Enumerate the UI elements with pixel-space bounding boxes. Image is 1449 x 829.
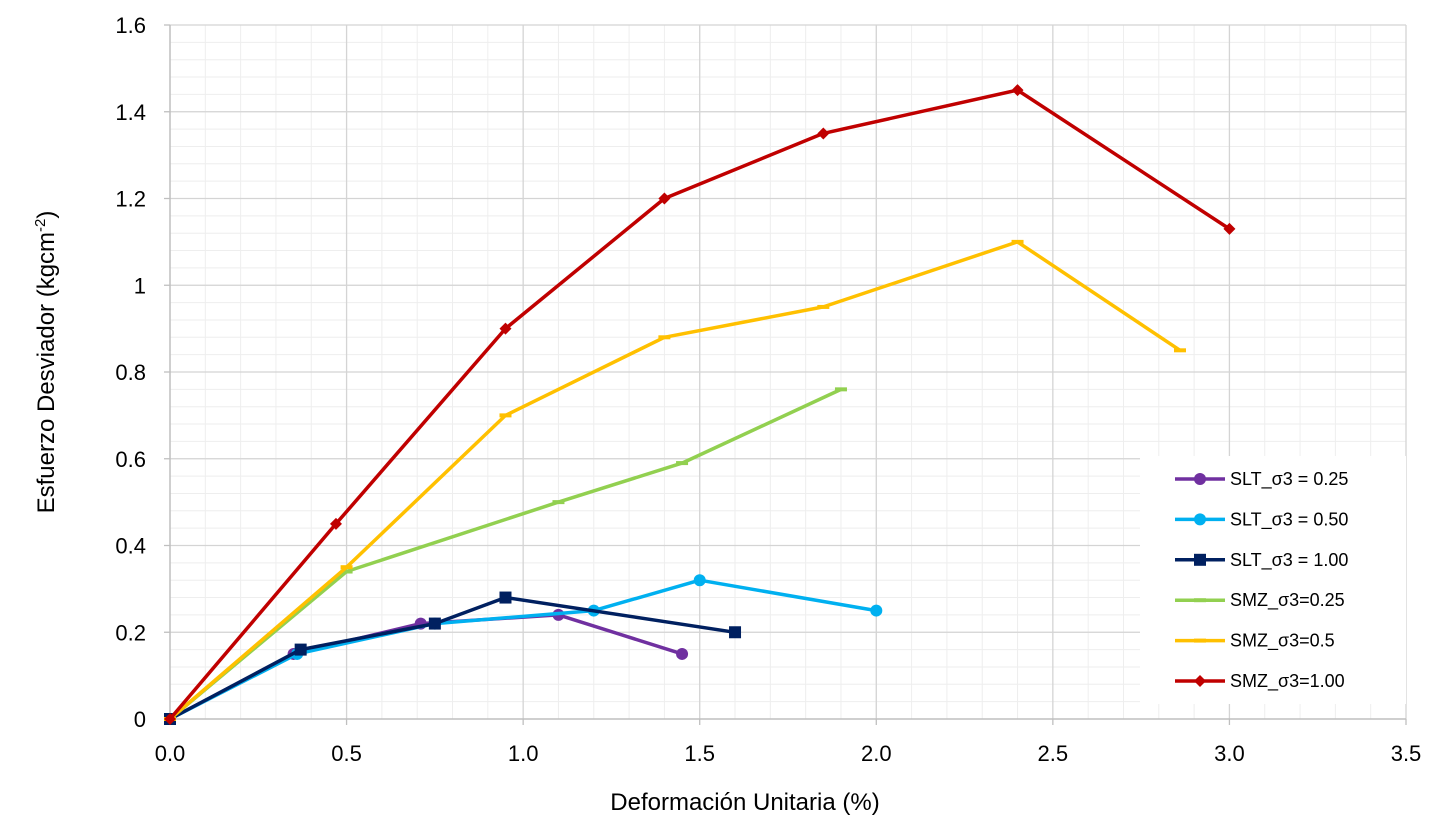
y-tick-label: 1.2 — [115, 187, 146, 212]
x-tick-label: 3.5 — [1391, 741, 1422, 766]
series-line — [168, 578, 879, 721]
data-point — [834, 387, 847, 392]
y-tick-label: 1.4 — [115, 100, 146, 125]
data-point — [658, 192, 671, 205]
legend-marker — [1194, 513, 1206, 526]
x-tick-label: 0.5 — [331, 741, 362, 766]
data-point — [329, 517, 342, 530]
legend-marker — [1194, 675, 1206, 687]
legend-box — [1140, 456, 1406, 704]
legend-label: SLT_σ3 = 0.50 — [1230, 509, 1348, 530]
data-point — [658, 335, 671, 340]
legend-item-2: SLT_σ3 = 0.50 — [1175, 509, 1348, 530]
data-point — [693, 574, 706, 587]
data-point — [676, 461, 689, 466]
data-point — [340, 569, 353, 574]
legend-marker — [1194, 598, 1206, 603]
x-tick-label: 1.5 — [684, 741, 715, 766]
legend-marker — [1194, 553, 1206, 566]
legend-label: SLT_σ3 = 0.25 — [1230, 469, 1348, 490]
data-point — [1223, 222, 1236, 235]
data-point — [340, 565, 353, 570]
legend-marker — [1194, 638, 1206, 643]
legend-item-3: SLT_σ3 = 1.00 — [1175, 550, 1348, 571]
series-6 — [164, 84, 1236, 725]
legend-label: SLT_σ3 = 1.00 — [1230, 550, 1348, 571]
legend-marker — [1194, 473, 1206, 485]
series-layer — [164, 84, 1236, 725]
data-point — [499, 591, 512, 604]
data-point — [1011, 84, 1024, 97]
y-tick-label: 0 — [134, 707, 146, 732]
data-point — [817, 127, 830, 140]
y-tick-label: 0.2 — [115, 620, 146, 645]
y-tick-label: 1.6 — [115, 13, 146, 38]
legend-label: SMZ_σ3=0.25 — [1230, 590, 1345, 611]
axes — [164, 24, 1407, 725]
data-point — [676, 647, 689, 660]
data-point — [870, 604, 883, 617]
data-point — [499, 413, 512, 418]
y-axis-ticks: 0 0.2 0.4 0.6 0.8 1 1.2 1.4 1.6 — [115, 13, 146, 732]
legend-label: SMZ_σ3=1.00 — [1230, 671, 1345, 692]
y-tick-label: 0.8 — [115, 360, 146, 385]
data-point — [729, 626, 742, 639]
x-tick-label: 1.0 — [508, 741, 539, 766]
y-tick-label: 0.4 — [115, 534, 146, 559]
data-point — [499, 322, 512, 335]
y-tick-label: 1 — [134, 273, 146, 298]
legend-item-6: SMZ_σ3=1.00 — [1175, 671, 1345, 692]
x-axis-ticks: 0.0 0.5 1.0 1.5 2.0 2.5 3.0 3.5 — [155, 741, 1422, 766]
legend-item-1: SLT_σ3 = 0.25 — [1175, 469, 1348, 490]
y-axis-title-superscript: -2 — [32, 219, 49, 232]
legend-label: SMZ_σ3=0.5 — [1230, 631, 1335, 652]
data-point — [428, 617, 441, 630]
y-tick-label: 0.6 — [115, 447, 146, 472]
y-axis-title-close: ) — [33, 211, 60, 219]
x-tick-label: 3.0 — [1214, 741, 1245, 766]
data-point — [1011, 239, 1024, 244]
data-point — [294, 643, 307, 656]
legend-item-5: SMZ_σ3=0.5 — [1175, 631, 1335, 652]
data-point — [817, 304, 830, 309]
data-point — [1173, 348, 1186, 353]
y-axis-title-main: Esfuerzo Desviador (kgcm — [33, 232, 60, 513]
x-tick-label: 2.5 — [1038, 741, 1069, 766]
y-axis-title: Esfuerzo Desviador (kgcm-2) — [32, 211, 60, 514]
x-tick-label: 2.0 — [861, 741, 892, 766]
data-point — [552, 500, 565, 505]
legend: SLT_σ3 = 0.25 SLT_σ3 = 0.50 SLT_σ3 = 1.00 S… — [1140, 456, 1406, 704]
x-axis-title: Deformación Unitaria (%) — [610, 789, 879, 816]
legend-item-4: SMZ_σ3=0.25 — [1175, 590, 1345, 611]
x-tick-label: 0.0 — [155, 741, 186, 766]
data-point — [164, 713, 176, 725]
series-line — [168, 387, 843, 721]
